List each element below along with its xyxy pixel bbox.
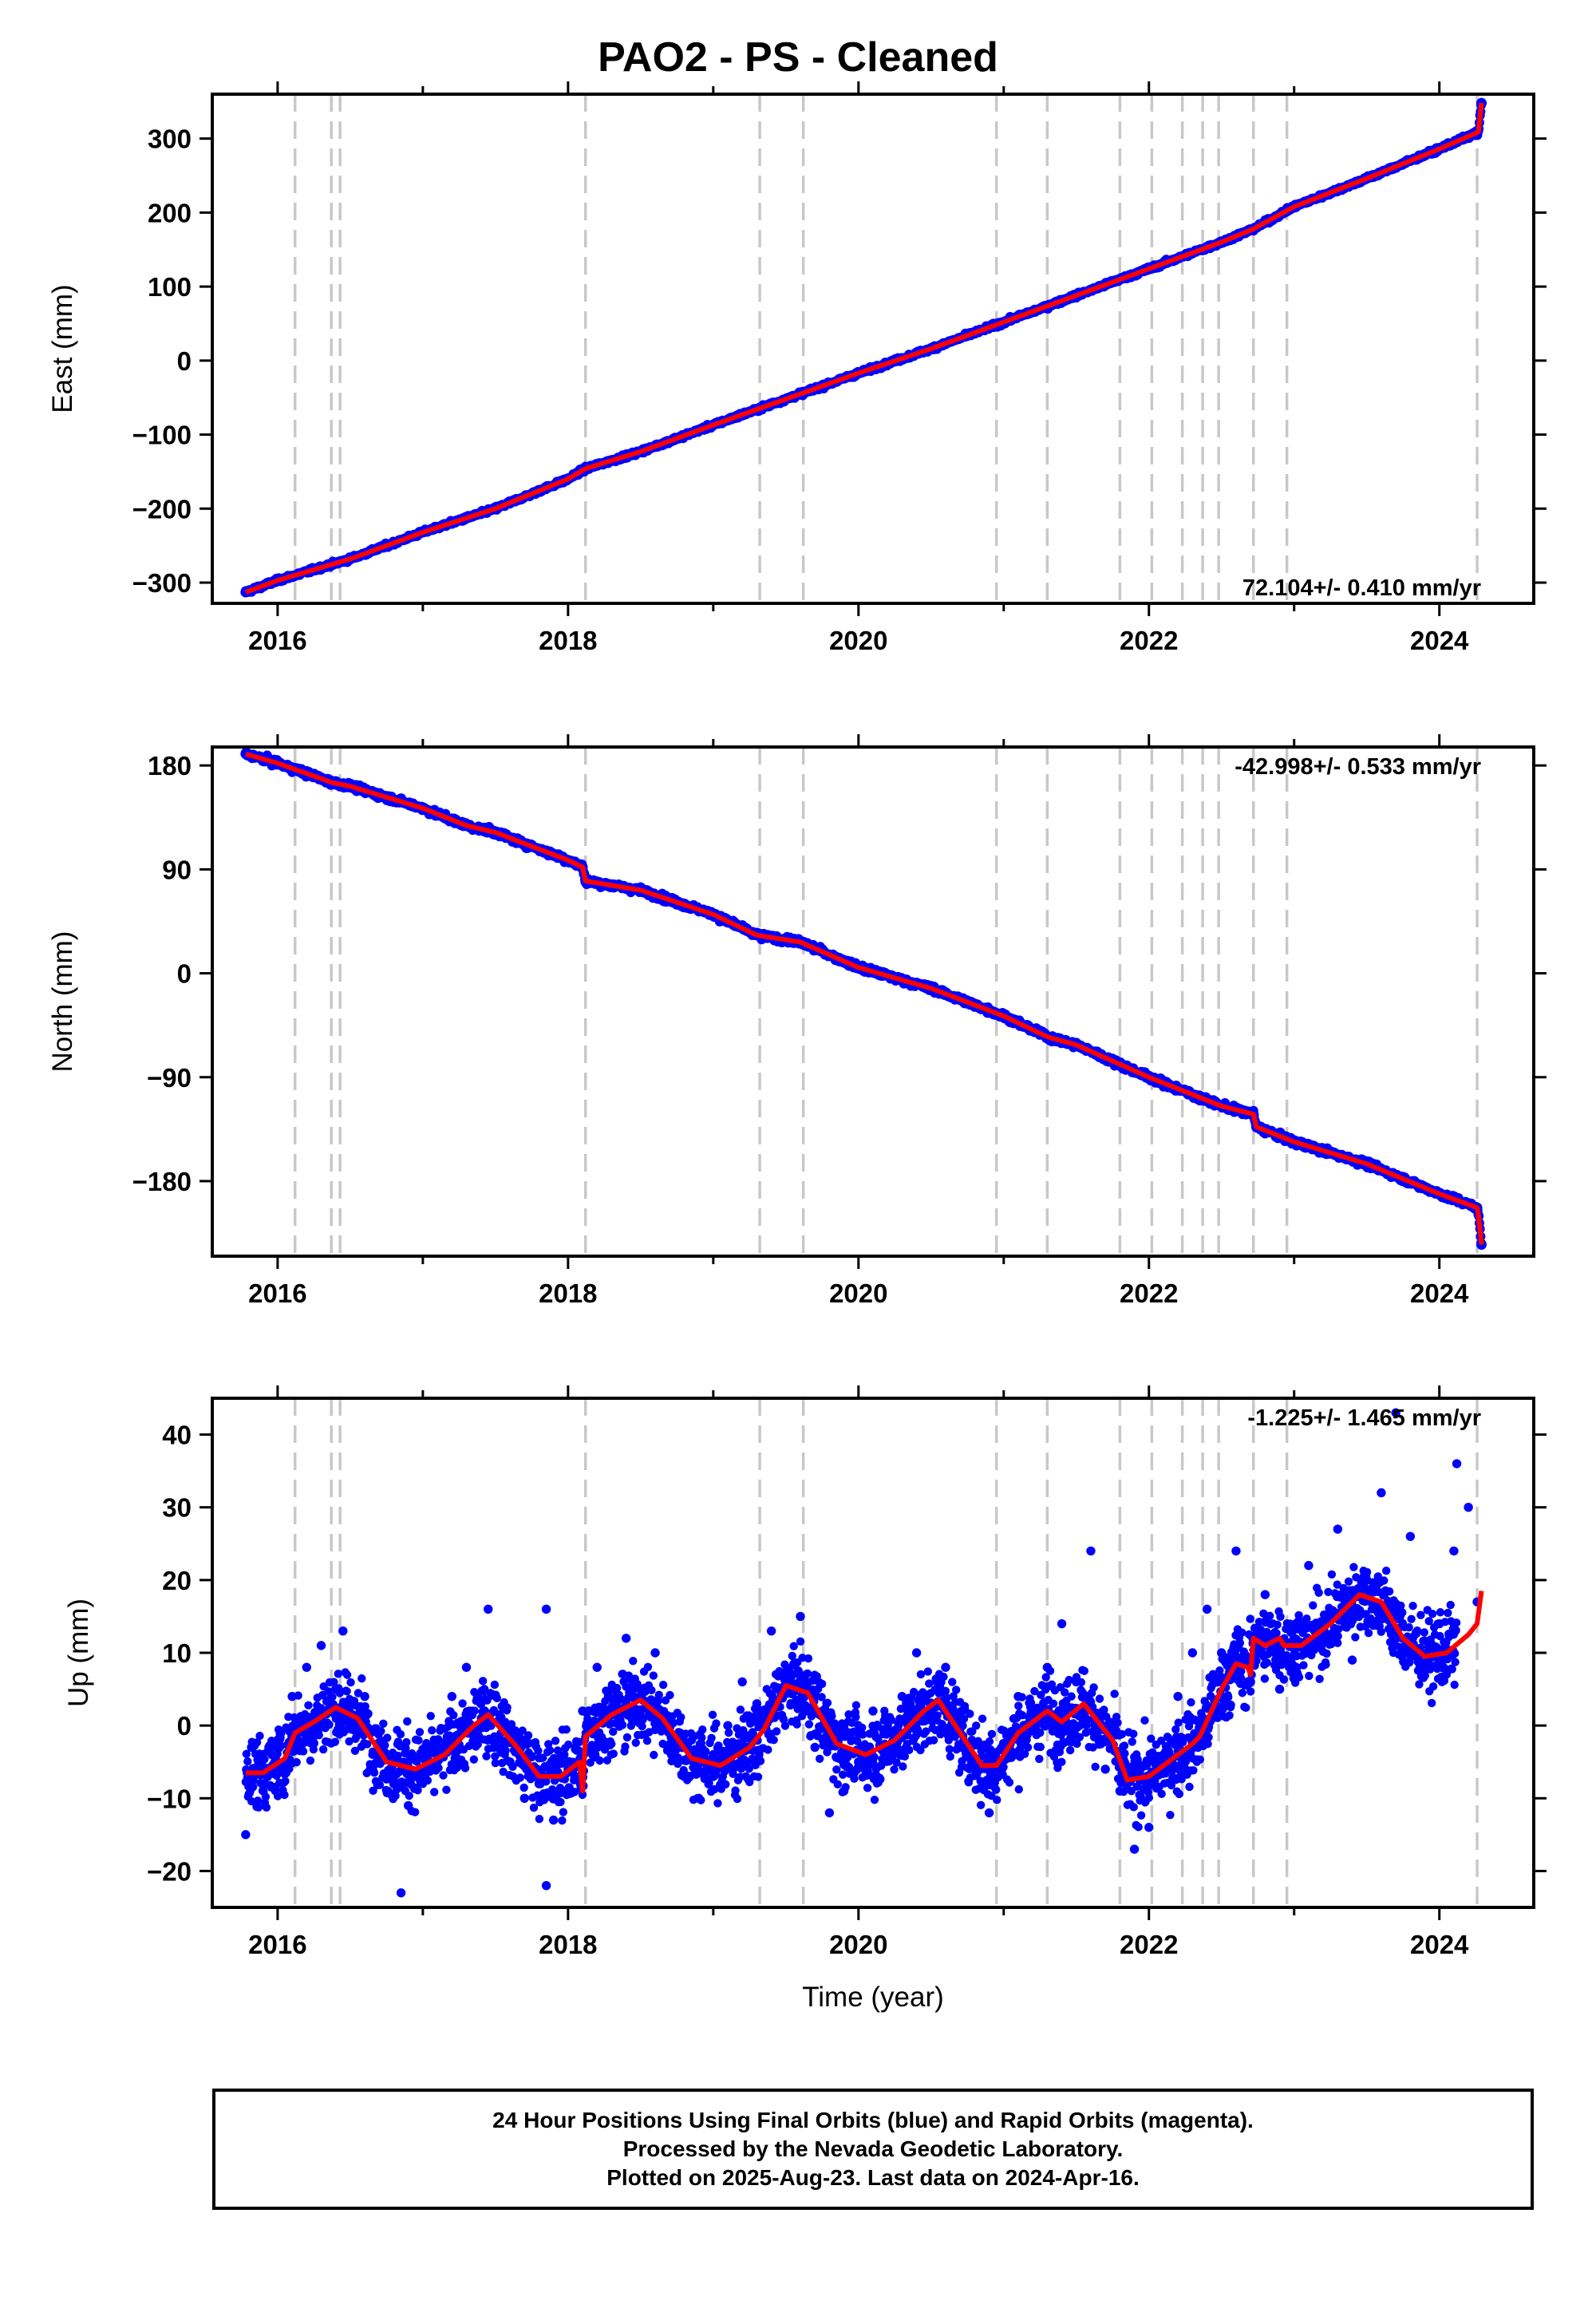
data-point [415,1728,425,1737]
y-tick-label: −100 [132,421,192,450]
panel-2: −180 −90 0 90 180 2016 2018 2020 2022 2024 North (… [47,734,1547,1308]
data-point [449,1710,458,1720]
x-tick-label: 2020 [829,1279,887,1308]
data-point [334,1670,343,1678]
data-point [330,1678,338,1686]
page-title: PAO2 - PS - Cleaned [598,34,998,81]
data-point [243,1757,252,1766]
y-tick-label: 180 [148,751,192,781]
data-point [346,1678,355,1687]
data-point [383,1733,392,1742]
model-line [245,751,1484,1245]
data-point [381,1741,389,1750]
x-tick-label: 2024 [1410,1279,1469,1308]
x-tick-label: 2020 [829,626,887,655]
data-point [364,1709,373,1718]
y-tick-label: −90 [147,1063,192,1093]
plot-area [241,1408,1484,1898]
y-axis-title: East (mm) [47,284,78,413]
data-point [423,1776,433,1785]
x-tick-label: 2024 [1410,626,1469,655]
data-point [277,1729,286,1737]
model-line [244,102,1484,595]
data-point [429,1788,439,1796]
data-point [391,1792,400,1800]
data-point [346,1702,355,1711]
plot-area [240,748,1487,1251]
y-tick-label: 100 [148,272,192,302]
data-point [362,1740,372,1749]
data-point [358,1674,366,1683]
data-point [377,1727,385,1736]
data-point [318,1690,327,1700]
plot-frame [211,93,1535,605]
x-tick-label: 2018 [539,626,597,655]
data-point [281,1777,290,1786]
data-point [261,1792,271,1801]
data-point [280,1790,289,1800]
data-point [292,1757,301,1767]
y-tick-label: −300 [132,568,192,598]
data-point [253,1796,263,1805]
y-tick-label: −200 [132,494,192,524]
y-tick-label: 90 [162,855,192,884]
plot-frame [211,745,1535,1258]
data-point [434,1763,443,1773]
data-point [369,1769,379,1777]
y-axis-title: North (mm) [47,931,78,1073]
data-point [273,1792,282,1800]
data-point [413,1786,422,1795]
data-point [328,1693,337,1701]
data-point [342,1687,351,1696]
x-tick-label: 2018 [539,1279,597,1308]
data-point [350,1746,360,1755]
data-point [428,1726,437,1735]
plot-area [240,97,1487,598]
data-point [379,1719,388,1728]
data-point [318,1745,328,1754]
data-point [298,1747,308,1756]
data-point [439,1771,448,1780]
data-point [306,1756,315,1765]
y-tick-label: −180 [132,1167,192,1196]
data-point [403,1717,412,1726]
data-point [405,1791,413,1800]
velocity-label: 72.104+/- 0.410 mm/yr [1242,575,1481,601]
data-point [410,1808,420,1816]
x-tick-label: 2022 [1120,626,1178,655]
data-point [254,1803,263,1812]
data-point [309,1745,318,1754]
data-point [262,1803,271,1812]
y-tick-label: 300 [148,124,192,154]
x-tick-label: 2016 [248,626,306,655]
data-point [369,1786,377,1796]
data-point [396,1729,405,1739]
data-point [325,1720,334,1729]
x-tick-label: 2016 [248,1279,306,1308]
data-point [255,1731,264,1741]
data-point [330,1737,340,1746]
data-point [414,1736,423,1745]
data-point [442,1785,451,1794]
panel-1: −300 −200 −100 0 100 200 300 2016 2018 2020 2022 20… [47,81,1547,655]
x-tick-label: 2022 [1120,1279,1178,1308]
y-tick-label: 0 [177,346,192,376]
y-tick-label: 200 [148,198,192,227]
y-tick-label: 0 [177,959,192,989]
data-point [242,1749,251,1758]
data-point [314,1730,323,1740]
data-point [304,1701,313,1710]
data-point [342,1670,352,1679]
data-point [354,1689,363,1697]
velocity-label: -42.998+/- 0.533 mm/yr [1235,754,1481,780]
data-point [426,1712,435,1721]
data-point [402,1737,411,1747]
data-point [375,1780,385,1789]
data-point [345,1737,354,1746]
data-point [310,1739,319,1748]
